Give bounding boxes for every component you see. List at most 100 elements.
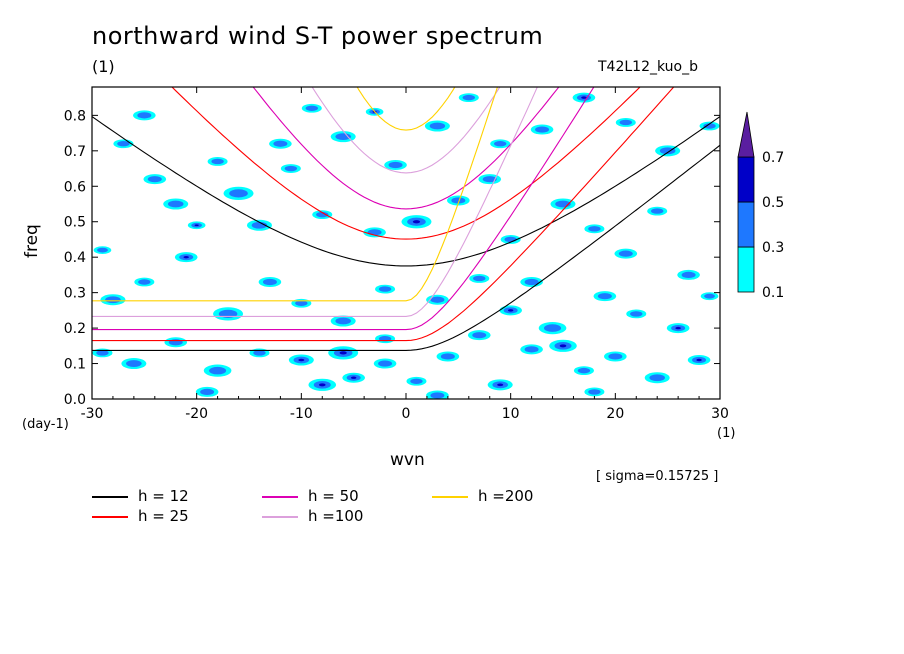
contour-level-0.3: [410, 378, 423, 384]
spectrum-blob: [615, 118, 636, 127]
contour-level-0.3: [147, 176, 162, 183]
contour-level-0.3: [504, 236, 517, 243]
colorbar-label: 0.1: [762, 285, 784, 301]
spectrum-blob: [330, 315, 356, 327]
spectrum-blob: [291, 298, 312, 308]
contour-level-0.3: [440, 353, 455, 360]
spectrum-blob: [614, 248, 638, 259]
spectrum-blob: [469, 274, 490, 283]
contour-level-0.3: [378, 286, 392, 292]
y-tick-label: 0.4: [64, 250, 86, 266]
contour-level-0.3: [305, 105, 318, 111]
contour-level-0.3: [200, 388, 215, 396]
contour-level-0.5: [559, 344, 567, 348]
x-tick-label: 30: [711, 406, 729, 422]
x-axis-label: wvn: [390, 450, 425, 470]
spectrum-blob: [143, 174, 167, 185]
legend-label-h25: h = 25: [138, 507, 189, 525]
spectrum-blob: [92, 348, 113, 358]
contour-level-0.3: [430, 296, 445, 303]
contour-level-0.3: [451, 197, 466, 204]
spectrum-blob: [207, 157, 228, 166]
spectrum-blob: [604, 351, 627, 362]
spectrum-blob: [121, 358, 147, 370]
contour-level-0.3: [262, 278, 277, 286]
spectrum-blob: [549, 339, 577, 352]
contour-level-0.3: [295, 300, 308, 306]
spectrum-blob: [203, 364, 232, 377]
contour-level-0.3: [651, 208, 664, 214]
contour-level-0.3: [649, 374, 665, 382]
contour-level-0.5: [507, 309, 514, 312]
contour-level-0.5: [675, 326, 681, 330]
sigma-note: [ sigma=0.15725 ]: [596, 469, 719, 484]
contour-level-0.3: [335, 317, 352, 325]
spectrum-blob: [584, 224, 605, 234]
spectrum-blob: [280, 164, 301, 173]
y-tick-label: 0.2: [64, 321, 86, 337]
contour-level-0.5: [412, 220, 421, 224]
contour-level-0.3: [126, 360, 142, 367]
contour-level-0.3: [681, 271, 696, 279]
plot-frame: [91, 86, 721, 400]
contour-field: [92, 92, 720, 399]
spectrum-blob: [647, 206, 668, 216]
contour-level-0.3: [105, 296, 121, 304]
contour-level-0.3: [630, 311, 643, 317]
spectrum-blob: [699, 121, 720, 131]
contour-level-0.3: [167, 200, 184, 208]
colorbar-label: 0.7: [762, 150, 784, 166]
spectrum-blob: [490, 139, 511, 149]
y-axis-unit: (day-1): [22, 417, 69, 432]
legend-label-h200: h =200: [478, 487, 534, 505]
contour-level-0.5: [318, 383, 326, 387]
contour-level-0.3: [378, 360, 393, 367]
spectrum-blob: [436, 351, 460, 362]
spectrum-blob: [174, 252, 198, 263]
y-tick-label: 0.8: [64, 108, 86, 124]
spectrum-blob: [593, 291, 617, 302]
spectrum-blob: [406, 376, 427, 386]
spectrum-blob: [677, 269, 700, 280]
contour-level-0.5: [581, 96, 587, 99]
contour-level-0.3: [618, 250, 633, 257]
spectrum-blob: [100, 294, 126, 306]
colorbar-swatch: [737, 246, 755, 293]
contour-level-0.5: [350, 376, 357, 379]
spectrum-blob: [164, 337, 188, 348]
spectrum-blob: [93, 246, 112, 254]
spectrum-blob: [401, 215, 432, 229]
spectrum-blob: [666, 323, 690, 334]
colorbar-top-triangle: [737, 111, 755, 158]
y-tick-label: 0.6: [64, 179, 86, 195]
dispersion-curve-lower-h25: [92, 87, 675, 342]
colorbar-label: 0.3: [762, 240, 784, 256]
colorbar-swatch: [737, 201, 755, 248]
spectrum-blob: [375, 284, 396, 294]
spectrum-blob: [134, 277, 155, 287]
contour-level-0.5: [194, 224, 199, 227]
legend-label-h12: h = 12: [138, 487, 189, 505]
spectrum-blob: [499, 305, 522, 316]
contour-level-0.3: [535, 126, 550, 133]
spectrum-blob: [258, 277, 282, 287]
axes: -30 -20 -10 0 10 20 30 0.0 0.1 0.2 0.3 0.4 0.5 0.6 0.7…: [64, 87, 729, 422]
x-tick-label: -30: [81, 406, 104, 422]
contour-level-0.3: [273, 140, 288, 147]
dispersion-curve-upper-h25: [171, 87, 641, 240]
y-tick-label: 0.5: [64, 215, 86, 231]
spectrum-blob: [246, 219, 272, 231]
contour-level-0.3: [388, 161, 403, 169]
x-tick-label: -20: [185, 406, 208, 422]
spectrum-blob: [288, 354, 314, 366]
spectrum-blob: [626, 309, 647, 319]
spectrum-blob: [375, 334, 396, 344]
spectrum-blob: [373, 358, 397, 369]
colorbar-label: 0.5: [762, 195, 784, 211]
contour-level-0.3: [137, 112, 152, 119]
spectrum-blob: [700, 292, 719, 301]
contour-level-0.3: [138, 279, 151, 285]
legend-line-h200: [432, 496, 468, 498]
spectrum-blob: [487, 379, 513, 391]
